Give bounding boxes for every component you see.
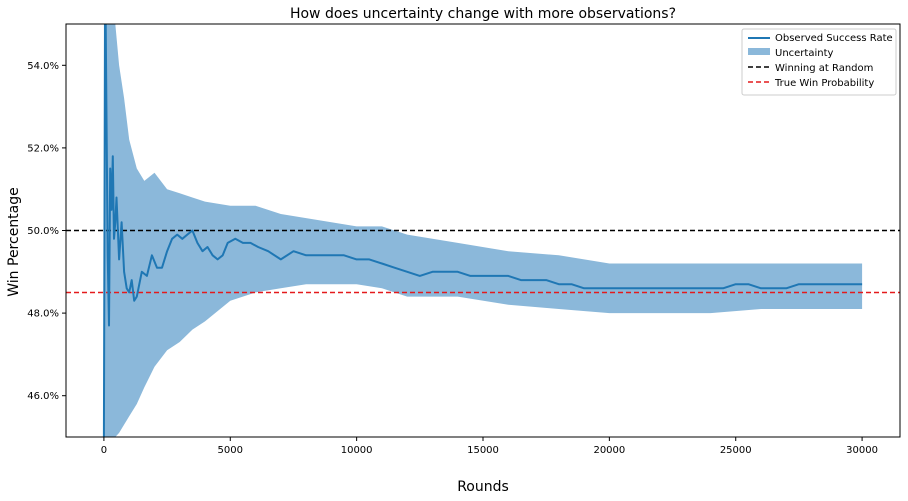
legend-swatch-uncertainty xyxy=(748,48,770,55)
observed-line xyxy=(102,24,863,437)
x-tick-label: 20000 xyxy=(593,445,625,456)
x-tick-label: 0 xyxy=(101,445,107,456)
x-tick-label: 5000 xyxy=(218,445,243,456)
legend-label-true-prob: True Win Probability xyxy=(774,78,874,89)
legend-frame xyxy=(741,28,897,96)
y-tick-label: 52.0% xyxy=(27,143,59,154)
legend-label-random: Winning at Random xyxy=(775,63,873,74)
chart-title: How does uncertainty change with more ob… xyxy=(290,6,676,22)
y-axis-title: Win Percentage xyxy=(6,187,22,297)
x-axis-title: Rounds xyxy=(457,479,509,495)
plot-area xyxy=(66,24,900,437)
x-tick-label: 15000 xyxy=(467,445,499,456)
legend-label-observed: Observed Success Rate xyxy=(775,33,893,44)
uncertainty-band xyxy=(103,24,863,437)
y-tick-label: 50.0% xyxy=(27,226,59,237)
y-tick-label: 54.0% xyxy=(27,61,59,72)
x-axis: 0 5000 10000 15000 20000 25000 30000 xyxy=(101,437,878,456)
y-tick-label: 48.0% xyxy=(27,309,59,320)
legend: Observed Success Rate Uncertainty Winnin… xyxy=(741,28,897,96)
y-axis: 46.0% 48.0% 50.0% 52.0% 54.0% xyxy=(27,61,66,402)
x-tick-label: 30000 xyxy=(846,445,878,456)
x-tick-label: 10000 xyxy=(341,445,373,456)
x-tick-label: 25000 xyxy=(720,445,752,456)
legend-label-uncertainty: Uncertainty xyxy=(775,48,834,59)
y-tick-label: 46.0% xyxy=(27,391,59,402)
